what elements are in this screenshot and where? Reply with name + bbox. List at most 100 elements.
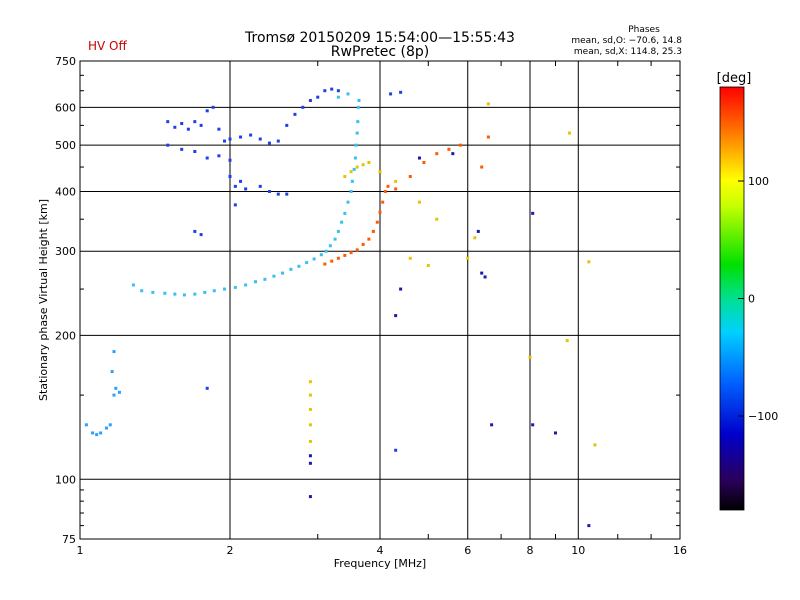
data-point (104, 426, 108, 430)
data-point (117, 390, 121, 394)
phases-x-stats: mean, sd,X: 114.8, 25.3 (574, 47, 682, 57)
data-point (447, 147, 451, 151)
data-point (297, 264, 301, 268)
data-point (528, 355, 532, 359)
data-point (367, 237, 371, 241)
data-point (131, 283, 135, 287)
data-point (108, 423, 112, 427)
data-point (378, 170, 382, 174)
data-point (308, 439, 312, 443)
data-point (553, 431, 557, 435)
data-point (308, 380, 312, 384)
x-tick-label: 6 (464, 544, 471, 557)
data-point (244, 283, 248, 287)
data-point (587, 260, 591, 264)
y-tick-label: 300 (55, 245, 76, 258)
data-point (389, 92, 393, 96)
data-point (350, 179, 354, 183)
data-point (381, 200, 385, 204)
data-point (324, 249, 328, 253)
data-point (340, 220, 344, 224)
data-point (308, 407, 312, 411)
data-point (422, 160, 426, 164)
colorbar-tick-label: −100 (748, 410, 778, 423)
data-point (112, 393, 116, 397)
data-point (99, 431, 103, 435)
data-point (367, 160, 371, 164)
colorbar-tick-label: 0 (748, 293, 755, 306)
chart-title-line1: Tromsø 20150209 15:54:00—15:55:43 (244, 30, 515, 46)
y-tick-label: 100 (55, 473, 76, 486)
data-point (285, 192, 289, 196)
data-point (531, 211, 535, 215)
data-point (531, 423, 535, 427)
data-point (458, 143, 462, 147)
data-point (466, 256, 470, 260)
data-point (312, 257, 316, 261)
data-point (386, 184, 390, 188)
data-point (490, 423, 494, 427)
data-point (180, 147, 184, 151)
x-tick-label: 1 (77, 544, 84, 557)
data-point (212, 289, 216, 293)
data-point (399, 90, 403, 94)
data-point (217, 127, 221, 131)
data-point (435, 217, 439, 221)
data-point (399, 287, 403, 291)
data-point (349, 189, 353, 193)
data-point (486, 102, 490, 106)
data-point (330, 259, 334, 263)
data-point (217, 154, 221, 158)
data-point (451, 152, 455, 156)
data-point (239, 135, 243, 139)
data-point (593, 443, 597, 447)
data-point (435, 152, 439, 156)
data-point (293, 112, 297, 116)
data-point (203, 290, 207, 294)
data-point (258, 184, 262, 188)
data-point (305, 261, 309, 265)
data-point (346, 200, 350, 204)
data-point (308, 393, 312, 397)
data-point (114, 386, 118, 390)
x-tick-label: 10 (571, 544, 585, 557)
data-point (408, 256, 412, 260)
data-point (383, 189, 387, 193)
data-point (354, 143, 358, 147)
data-point (394, 448, 398, 452)
colorbar-ticks: 100 0 −100 (738, 175, 778, 423)
data-point (336, 256, 340, 260)
data-point (567, 131, 571, 135)
data-point (301, 105, 305, 109)
data-point (263, 277, 267, 281)
data-point (353, 156, 357, 160)
data-point (267, 141, 271, 145)
data-point (371, 229, 375, 233)
data-point (316, 95, 320, 99)
data-point (205, 386, 209, 390)
data-point (233, 285, 237, 289)
data-point (173, 292, 177, 296)
data-point (205, 156, 209, 160)
y-tick-label: 75 (62, 533, 76, 546)
data-point (151, 290, 155, 294)
data-point (276, 192, 280, 196)
data-point (343, 211, 347, 215)
phases-o-stats: mean, sd,O: −70.6, 14.8 (571, 36, 682, 46)
data-point (193, 229, 197, 233)
data-point (228, 174, 232, 178)
data-point (356, 105, 360, 109)
data-point (228, 137, 232, 141)
data-point (417, 200, 421, 204)
data-point (223, 139, 227, 143)
data-point (223, 287, 227, 291)
data-point (328, 244, 332, 248)
data-point (84, 423, 88, 427)
data-point (319, 253, 323, 257)
x-axis-ticks: 1 2 4 6 8 10 16 (77, 61, 687, 557)
hv-status-label: HV Off (88, 39, 127, 53)
data-point (346, 92, 350, 96)
data-point (355, 131, 359, 135)
data-point (244, 187, 248, 191)
